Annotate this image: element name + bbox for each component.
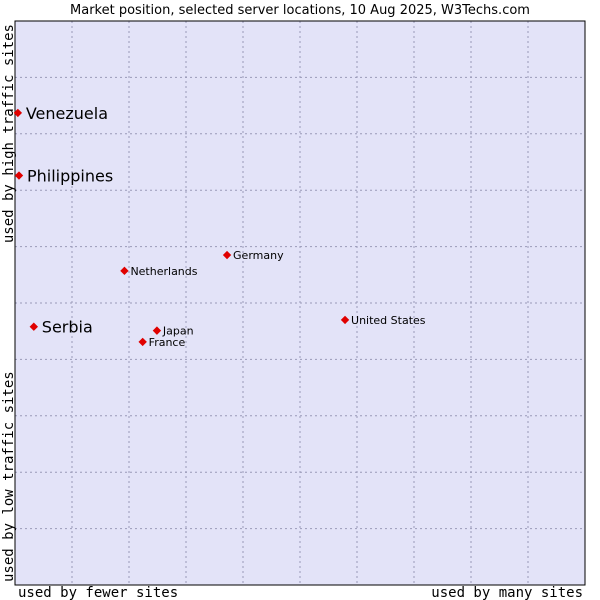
data-points: Venezuela Philippines Serbia Germany Netherl… [13,104,426,349]
x-axis-label-left: used by fewer sites [18,585,178,600]
point-label-netherlands: Netherlands [130,265,197,278]
point-united-states [340,315,350,325]
grid-lines [15,21,585,585]
point-venezuela [13,108,23,118]
point-netherlands [120,266,129,276]
point-france [138,337,147,347]
y-axis-label-top: used by high traffic sites [1,24,17,243]
point-label-philippines: Philippines [27,167,113,186]
point-japan [152,326,162,335]
point-label-france: France [149,336,186,349]
point-label-serbia: Serbia [42,318,93,337]
point-label-japan: Japan [162,325,194,338]
x-axis-label-right: used by many sites [431,585,583,600]
plot-frame [14,20,586,586]
point-label-germany: Germany [233,249,284,262]
point-label-venezuela: Venezuela [26,104,108,123]
chart-title: Market position, selected server locatio… [70,3,530,18]
point-serbia [29,322,39,331]
point-philippines [14,171,24,180]
point-germany [222,250,232,260]
y-axis-label-bottom: used by low traffic sites [1,371,17,582]
point-label-united-states: United States [351,314,426,327]
